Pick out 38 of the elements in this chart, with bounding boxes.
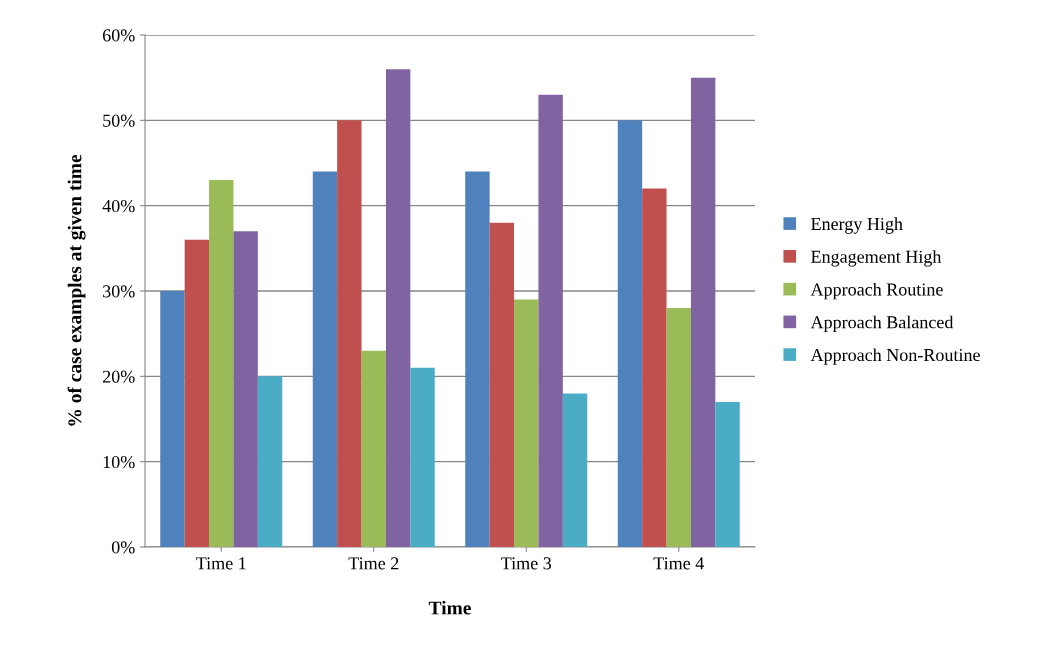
y-axis-title: % of case examples at given time	[67, 154, 86, 426]
bar	[209, 180, 234, 547]
x-tick-label: Time 4	[653, 557, 704, 570]
y-tick-label: 30%	[103, 285, 135, 298]
bar	[337, 120, 362, 547]
bar	[257, 376, 283, 547]
bar	[184, 239, 210, 547]
bar	[361, 350, 386, 547]
bar	[538, 94, 563, 547]
bar	[410, 367, 435, 547]
bar	[385, 69, 411, 547]
x-tick-label: Time 2	[348, 557, 399, 570]
x-tick-label: Time 3	[501, 557, 552, 570]
legend-label: Approach Balanced	[810, 315, 954, 333]
bar	[562, 393, 588, 547]
bar	[465, 171, 490, 547]
legend-label: Approach Non-Routine	[810, 348, 980, 365]
y-tick-label: 50%	[103, 114, 135, 127]
y-tick-label: 60%	[102, 29, 135, 42]
y-tick-label: 20%	[102, 370, 135, 383]
bar	[489, 222, 515, 547]
y-tick-label: 10%	[103, 455, 135, 469]
bar	[514, 299, 539, 547]
bar	[233, 231, 258, 547]
legend-label: Approach Routine	[810, 282, 943, 300]
bar	[617, 120, 643, 547]
bar	[666, 308, 691, 547]
bar	[312, 171, 338, 547]
y-tick-label: 0%	[111, 541, 135, 554]
x-axis-title: Time	[428, 600, 471, 615]
y-tick-label: 40%	[102, 199, 135, 213]
bar	[642, 188, 667, 547]
bar	[690, 77, 716, 547]
x-tick-label: Time 1	[196, 557, 246, 570]
legend-label: Energy High	[811, 217, 903, 234]
legend-label: Engagement High	[811, 250, 942, 267]
bar	[715, 401, 740, 547]
bar	[160, 291, 185, 547]
